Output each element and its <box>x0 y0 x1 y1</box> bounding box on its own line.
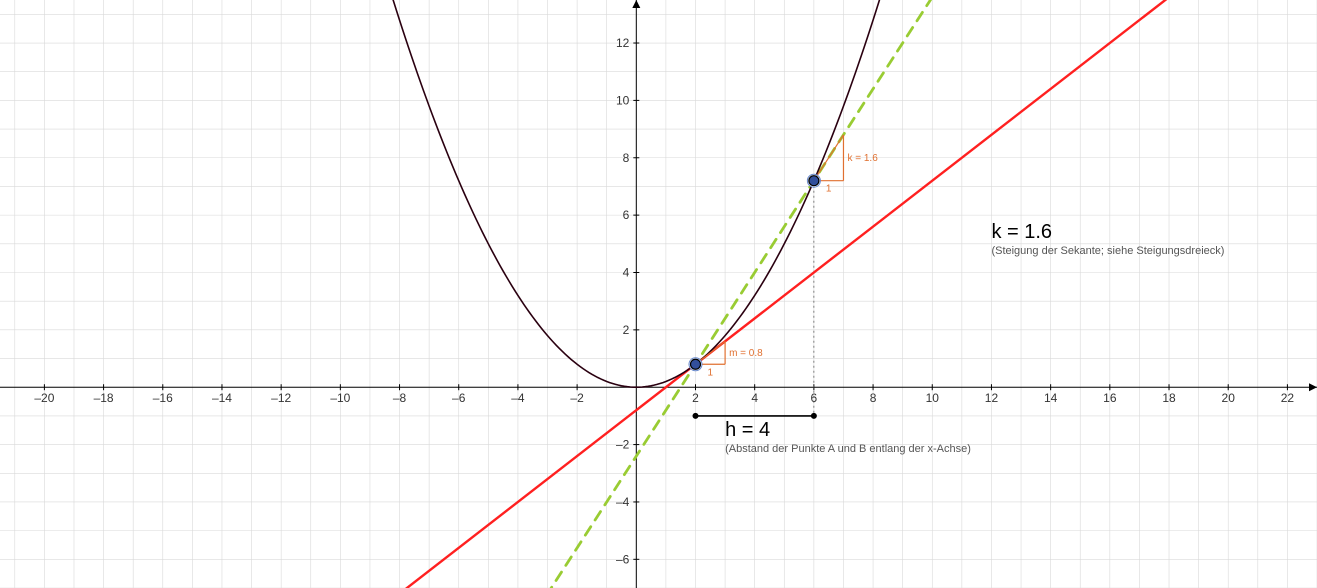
chart-container: { "canvas": { "width": 1317, "height": 5… <box>0 0 1317 588</box>
x-tick-label: –4 <box>511 391 525 405</box>
point-A[interactable] <box>690 359 700 369</box>
grid <box>0 0 1317 588</box>
x-tick-label: 10 <box>926 391 940 405</box>
x-tick-label: 16 <box>1103 391 1117 405</box>
x-tick-label: –10 <box>330 391 350 405</box>
point-B[interactable] <box>809 176 819 186</box>
x-tick-label: 20 <box>1222 391 1236 405</box>
x-tick-label: 8 <box>870 391 877 405</box>
triangle-base-label: 1 <box>826 184 832 195</box>
x-tick-label: –14 <box>212 391 232 405</box>
slope-triangle: 1 k = 1.6 <box>814 135 878 195</box>
x-tick-label: –20 <box>34 391 54 405</box>
x-tick-label: –16 <box>153 391 173 405</box>
x-tick-label: 14 <box>1044 391 1058 405</box>
x-tick-label: –12 <box>271 391 291 405</box>
x-tick-label: –2 <box>570 391 584 405</box>
label-k: k = 1.6 (Steigung der Sekante; siehe Stei… <box>991 221 1224 257</box>
y-tick-label: 12 <box>616 36 630 50</box>
x-tick-label: 6 <box>811 391 818 405</box>
x-tick-label: 4 <box>751 391 758 405</box>
tangent-line <box>0 0 1317 588</box>
h-segment-end <box>811 413 817 419</box>
y-tick-label: 2 <box>623 323 630 337</box>
label-k-sub: (Steigung der Sekante; siehe Steigungsdr… <box>991 245 1224 257</box>
y-tick-label: –2 <box>616 438 630 452</box>
y-tick-label: –6 <box>616 552 630 566</box>
secant-line <box>0 0 1317 588</box>
label-h: h = 4 (Abstand der Punkte A und B entlang… <box>725 419 971 455</box>
x-tick-label: –6 <box>452 391 466 405</box>
x-tick-label: –18 <box>94 391 114 405</box>
label-k-main: k = 1.6 <box>991 221 1052 243</box>
y-tick-label: 8 <box>623 151 630 165</box>
label-h-main: h = 4 <box>725 419 770 441</box>
y-tick-label: 4 <box>623 265 630 279</box>
axes: –20–18–16–14–12–10–8–6–4–224681012141618… <box>0 0 1317 588</box>
triangle-slope-label: m = 0.8 <box>729 348 763 359</box>
x-tick-label: –8 <box>393 391 407 405</box>
triangle-base-label: 1 <box>708 367 714 378</box>
coordinate-plane: –20–18–16–14–12–10–8–6–4–224681012141618… <box>0 0 1317 588</box>
y-tick-label: –4 <box>616 495 630 509</box>
h-segment-end <box>692 413 698 419</box>
x-tick-label: 12 <box>985 391 999 405</box>
x-tick-label: 2 <box>692 391 699 405</box>
x-tick-label: 22 <box>1281 391 1295 405</box>
y-tick-label: 6 <box>623 208 630 222</box>
y-tick-label: 10 <box>616 93 630 107</box>
triangle-slope-label: k = 1.6 <box>847 153 878 164</box>
x-tick-label: 18 <box>1162 391 1176 405</box>
label-h-sub: (Abstand der Punkte A und B entlang der … <box>725 443 971 455</box>
